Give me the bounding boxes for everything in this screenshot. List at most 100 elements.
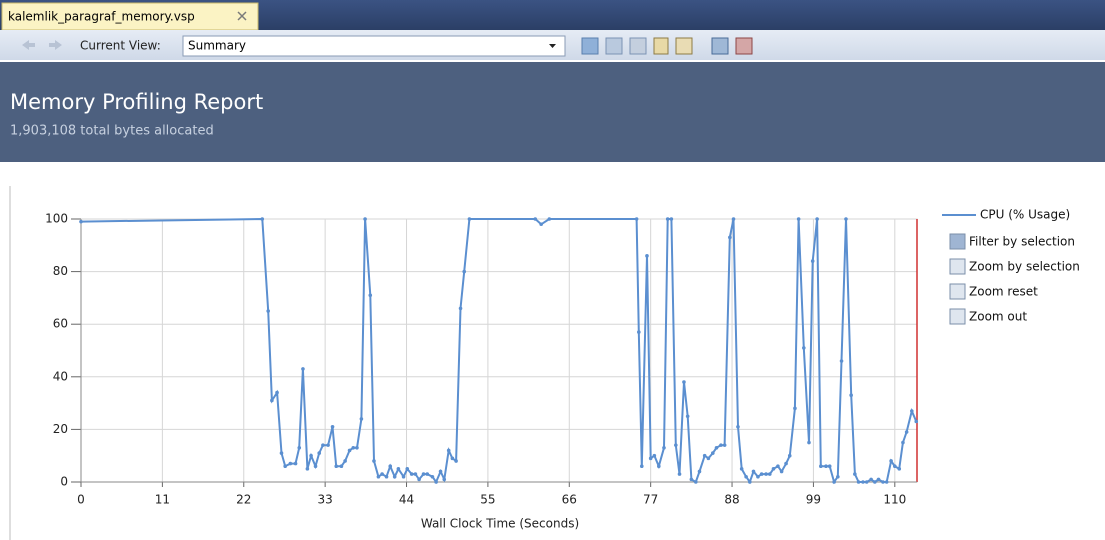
data-point xyxy=(666,217,670,221)
data-point xyxy=(711,451,715,455)
action-icon[interactable] xyxy=(950,284,965,299)
action-icon[interactable] xyxy=(950,309,965,324)
action-icon-box xyxy=(950,309,965,324)
data-point xyxy=(719,443,723,447)
x-axis-title: Wall Clock Time (Seconds) xyxy=(421,517,579,531)
action-icon-box xyxy=(950,259,965,274)
data-point xyxy=(824,464,828,468)
x-tick-label: 88 xyxy=(724,493,739,507)
data-point xyxy=(744,475,748,479)
data-point xyxy=(662,446,666,450)
data-point xyxy=(865,480,869,484)
y-tick-label: 40 xyxy=(53,369,68,383)
data-point xyxy=(388,464,392,468)
report-subtitle: 1,903,108 total bytes allocated xyxy=(10,124,214,139)
data-point xyxy=(653,454,657,458)
data-point xyxy=(853,472,857,476)
x-tick-label: 33 xyxy=(318,493,333,507)
data-point xyxy=(275,391,279,395)
legend-action[interactable]: Zoom reset xyxy=(969,285,1038,299)
data-point xyxy=(897,467,901,471)
data-point xyxy=(635,217,639,221)
data-point xyxy=(873,480,877,484)
action-icon[interactable] xyxy=(950,259,965,274)
data-point xyxy=(294,462,298,466)
toolbar-icon[interactable] xyxy=(630,38,646,54)
action-icon[interactable] xyxy=(950,234,965,249)
data-point xyxy=(468,217,472,221)
data-point xyxy=(343,459,347,463)
data-point xyxy=(372,459,376,463)
data-point xyxy=(297,446,301,450)
data-point xyxy=(637,330,641,334)
data-point xyxy=(764,472,768,476)
data-point xyxy=(690,478,694,482)
data-point xyxy=(752,470,756,474)
y-tick-label: 60 xyxy=(53,317,68,331)
data-point xyxy=(670,217,674,221)
legend-action[interactable]: Zoom by selection xyxy=(969,260,1080,274)
data-point xyxy=(793,407,797,411)
action-icon-box xyxy=(950,284,965,299)
data-point xyxy=(828,464,832,468)
x-tick-label: 110 xyxy=(883,493,906,507)
action-icon-box xyxy=(950,234,965,249)
data-point xyxy=(901,441,905,445)
toolbar-icon[interactable] xyxy=(712,38,728,54)
toolbar-icon[interactable] xyxy=(582,38,598,54)
data-point xyxy=(649,457,653,461)
data-point xyxy=(748,480,752,484)
data-point xyxy=(784,462,788,466)
legend-action[interactable]: Zoom out xyxy=(969,310,1027,324)
data-point xyxy=(811,259,815,263)
toolbar-icon[interactable] xyxy=(654,38,668,54)
data-point xyxy=(657,464,661,468)
data-point xyxy=(270,399,274,403)
data-point xyxy=(326,443,330,447)
data-point xyxy=(533,217,537,221)
legend-action[interactable]: Filter by selection xyxy=(969,235,1075,249)
data-point xyxy=(740,467,744,471)
data-point xyxy=(707,457,711,461)
data-point xyxy=(674,443,678,447)
data-point xyxy=(266,309,270,313)
toolbar-icon[interactable] xyxy=(736,38,752,54)
y-tick-label: 100 xyxy=(45,212,68,226)
y-tick-label: 80 xyxy=(53,264,68,278)
data-point xyxy=(321,443,325,447)
data-point xyxy=(682,380,686,384)
data-point xyxy=(397,467,401,471)
y-tick-label: 0 xyxy=(60,475,68,489)
data-point xyxy=(640,464,644,468)
data-point xyxy=(548,217,552,221)
data-point xyxy=(840,359,844,363)
toolbar-icon[interactable] xyxy=(606,38,622,54)
report-title: Memory Profiling Report xyxy=(10,90,263,114)
y-tick-label: 20 xyxy=(53,422,68,436)
data-point xyxy=(861,480,865,484)
data-point xyxy=(760,472,764,476)
data-point xyxy=(393,475,397,479)
data-point xyxy=(410,472,414,476)
data-point xyxy=(402,475,406,479)
data-point xyxy=(442,478,446,482)
data-point xyxy=(910,409,914,413)
data-point xyxy=(857,480,861,484)
data-point xyxy=(694,480,698,484)
current-view-label: Current View: xyxy=(80,39,161,53)
data-point xyxy=(340,464,344,468)
data-point xyxy=(260,217,264,221)
data-point xyxy=(832,480,836,484)
data-point xyxy=(905,430,909,434)
toolbar-icons xyxy=(582,38,752,54)
data-point xyxy=(431,475,435,479)
x-tick-label: 77 xyxy=(643,493,658,507)
toolbar-icon[interactable] xyxy=(676,38,692,54)
data-point xyxy=(889,459,893,463)
data-point xyxy=(728,236,732,240)
data-point xyxy=(885,480,889,484)
data-point xyxy=(776,464,780,468)
data-point xyxy=(351,446,355,450)
data-point xyxy=(893,464,897,468)
data-point xyxy=(414,472,418,476)
